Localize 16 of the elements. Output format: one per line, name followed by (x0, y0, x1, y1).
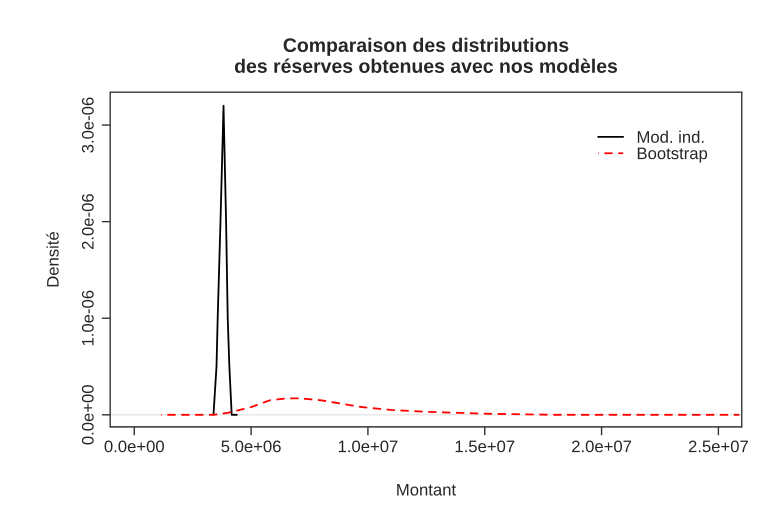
y-tick-label: 3.0e-06 (82, 98, 94, 153)
line-series (160, 397, 740, 416)
x-axis-title: Montant (397, 484, 456, 496)
x-tick-label: 1.5e+07 (456, 440, 514, 452)
y-axis-title: Densité (46, 232, 59, 286)
x-tick-label: 2.0e+07 (572, 440, 632, 452)
x-tick-label: 0.0e+00 (104, 440, 164, 452)
y-tick-label: 2.0e-06 (82, 194, 94, 250)
y-tick-label: 1.0e-06 (82, 290, 94, 346)
legend-label: Mod. ind. (638, 130, 704, 143)
legend-label: Bootstrap (638, 148, 708, 163)
x-tick-label: 5.0e+06 (221, 440, 281, 452)
chart-title: Comparaison des distributions des réserves obtenues avec nos modèles (234, 38, 618, 73)
line-series (212, 104, 238, 416)
x-tick-label: 2.5e+07 (688, 440, 748, 452)
x-tick-label: 1.0e+07 (338, 440, 398, 452)
